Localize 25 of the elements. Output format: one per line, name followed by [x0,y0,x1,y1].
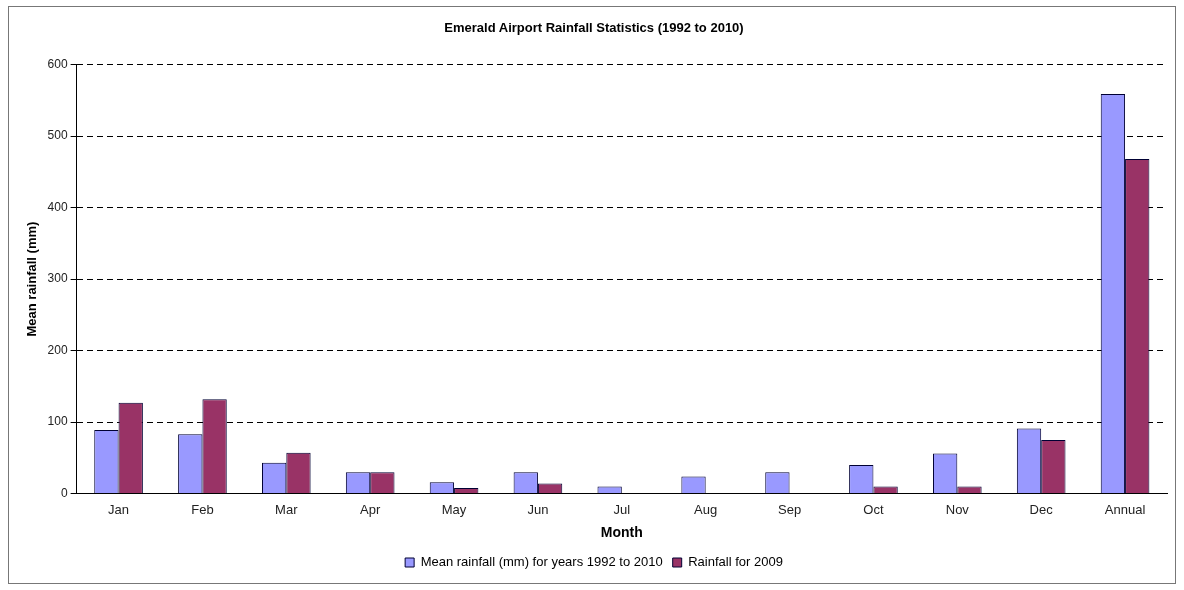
x-tick-label: Nov [945,501,970,517]
x-tick-label: Mar [275,501,299,517]
x-tick-label: Dec [1029,501,1054,517]
y-tick-label: 0 [60,485,68,500]
y-tick-label: 400 [47,199,68,214]
y-axis-title: Mean rainfall (mm) [24,221,40,337]
y-tick-label: 600 [47,56,68,71]
x-axis-title: Month [600,524,643,541]
y-tick-label: 100 [47,414,68,429]
legend-label: Rainfall for 2009 [688,554,783,570]
x-tick-label: Jun [527,501,549,517]
x-tick-label: Jul [613,501,631,517]
x-tick-label: Feb [191,501,214,517]
x-tick-label: May [441,501,467,517]
y-tick-label: 500 [47,128,68,143]
x-tick-label: Sep [777,501,802,517]
x-tick-label: Jan [108,501,130,517]
x-tick-label: Oct [863,501,884,517]
y-tick-label: 300 [47,271,68,286]
x-tick-label: Annual [1104,501,1146,517]
legend-label: Mean rainfall (mm) for years 1992 to 2010 [420,554,663,570]
x-tick-label: Aug [694,501,718,517]
x-tick-label: Apr [360,501,381,517]
chart-title: Emerald Airport Rainfall Statistics (1992 to 2010) [444,20,744,36]
y-tick-label: 200 [47,342,68,357]
